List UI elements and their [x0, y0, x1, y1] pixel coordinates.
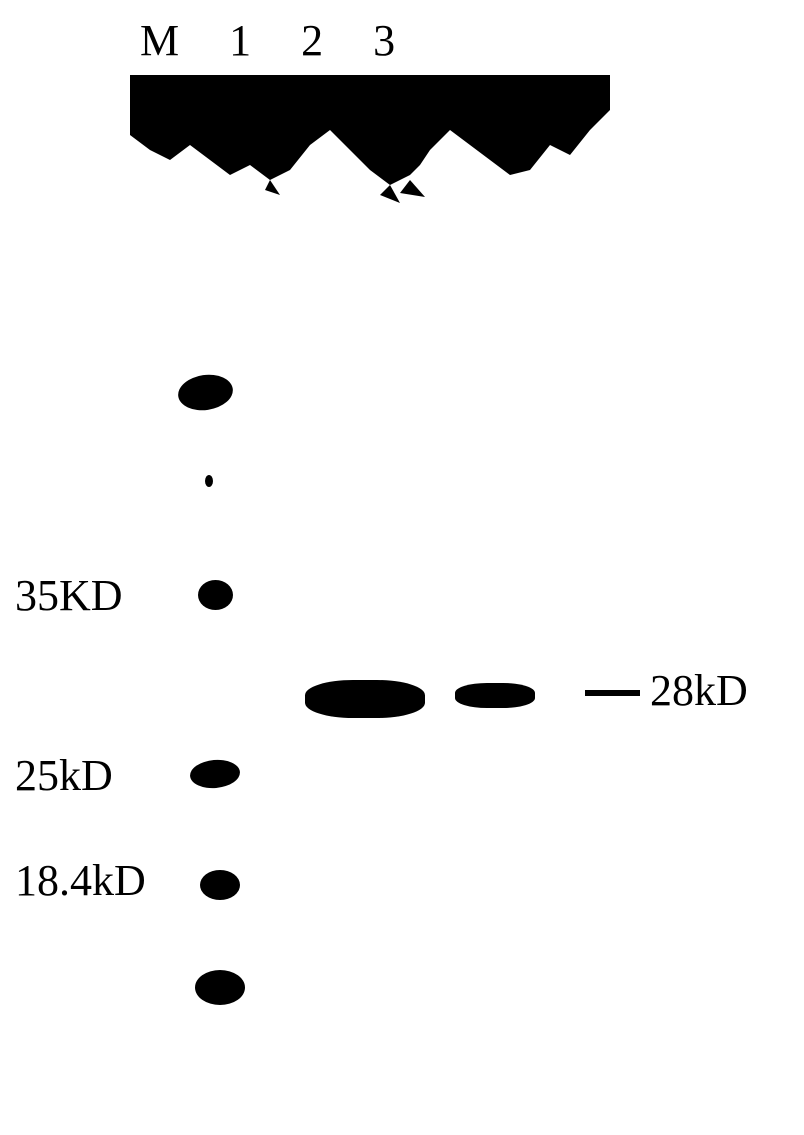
- gel-figure: M 1 2 3 35KD 25kD 18.4kD 28kD: [0, 0, 804, 1135]
- indicator-line-28kd: [585, 690, 640, 696]
- marker-band-18kd: [200, 870, 240, 900]
- lane-label-marker: M: [140, 15, 179, 66]
- left-label-25kd: 25kD: [15, 750, 113, 801]
- sample-band-lane3: [455, 683, 535, 708]
- lane-labels-row: M 1 2 3: [140, 15, 395, 66]
- marker-band-small: [205, 475, 213, 487]
- marker-band-bottom: [195, 970, 245, 1005]
- gel-image-area: [130, 75, 670, 1075]
- lane-label-2: 2: [301, 15, 323, 66]
- marker-band-25kd: [189, 758, 241, 790]
- well-artifact: [130, 75, 610, 215]
- marker-band-35kd: [198, 580, 233, 610]
- lane-label-3: 3: [373, 15, 395, 66]
- left-label-35kd: 35KD: [15, 570, 123, 621]
- lane-label-1: 1: [229, 15, 251, 66]
- left-label-18-4kd: 18.4kD: [15, 855, 146, 906]
- right-label-28kd: 28kD: [650, 665, 748, 716]
- sample-band-lane2: [305, 680, 425, 718]
- marker-band-1: [176, 371, 235, 413]
